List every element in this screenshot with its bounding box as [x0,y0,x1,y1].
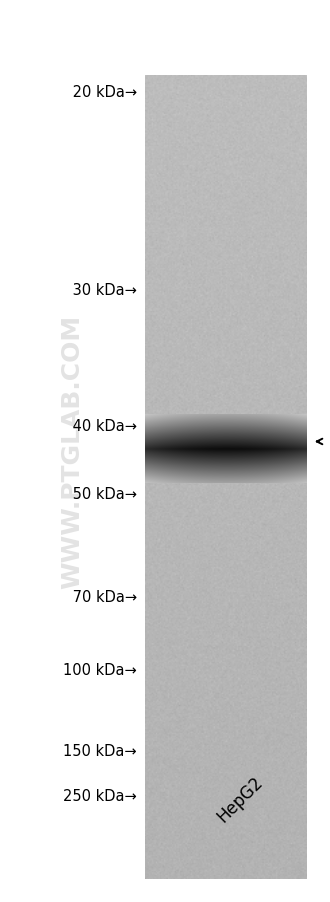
Text: 30 kDa→: 30 kDa→ [68,283,137,298]
Text: 100 kDa→: 100 kDa→ [63,662,137,676]
Text: WWW.PTGLAB.COM: WWW.PTGLAB.COM [61,314,84,588]
Text: 50 kDa→: 50 kDa→ [68,487,137,502]
Text: 70 kDa→: 70 kDa→ [68,590,137,604]
Text: 250 kDa→: 250 kDa→ [63,788,137,803]
Text: 40 kDa→: 40 kDa→ [68,419,137,433]
Text: 20 kDa→: 20 kDa→ [68,85,137,99]
Text: 150 kDa→: 150 kDa→ [63,743,137,758]
Text: HepG2: HepG2 [213,772,266,825]
